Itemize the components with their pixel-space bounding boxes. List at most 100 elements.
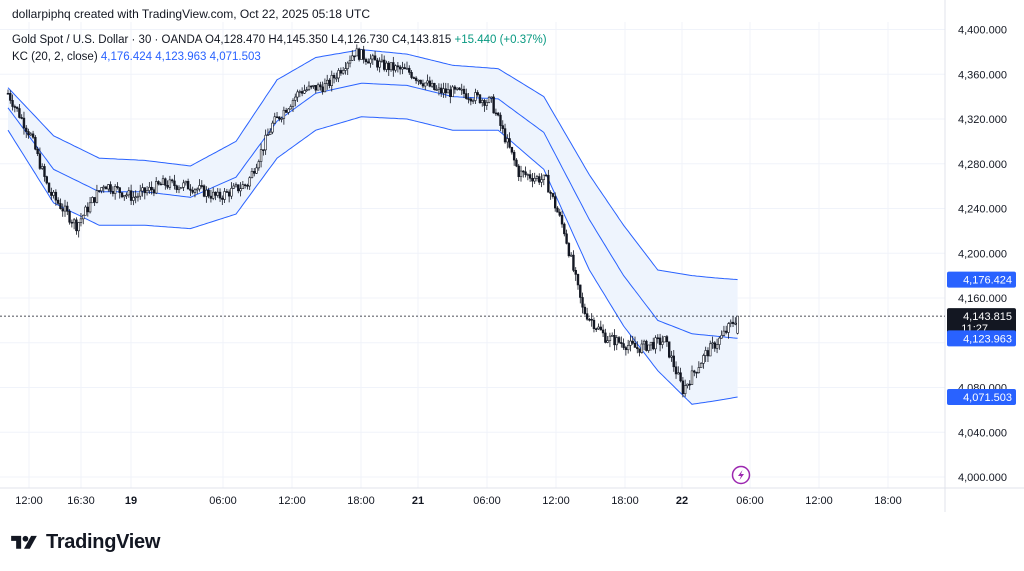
candle <box>321 81 324 95</box>
candle <box>667 341 671 359</box>
candle <box>355 44 359 57</box>
candle <box>376 57 379 71</box>
candle <box>54 189 58 206</box>
candle <box>424 82 427 91</box>
candle <box>649 341 653 351</box>
candle <box>382 55 386 72</box>
candle <box>357 47 361 62</box>
candle <box>567 241 571 258</box>
candle <box>677 366 680 375</box>
candle <box>91 196 94 204</box>
candle <box>266 128 270 136</box>
candle <box>426 74 429 86</box>
tradingview-logo[interactable]: TradingView <box>8 531 160 554</box>
candle <box>665 334 669 347</box>
candle <box>702 353 705 369</box>
candle <box>237 184 240 194</box>
candle <box>102 184 105 193</box>
candle <box>305 86 308 93</box>
candle <box>150 181 153 195</box>
candle <box>59 198 62 210</box>
candle <box>257 159 260 171</box>
candle <box>29 131 32 137</box>
candle <box>86 202 90 217</box>
candle <box>535 174 539 182</box>
candle <box>576 273 580 290</box>
symbol-title[interactable]: Gold Spot / U.S. Dollar · 30 · OANDA <box>12 34 202 46</box>
candle <box>325 74 329 90</box>
candle <box>107 183 110 192</box>
candle <box>45 175 48 185</box>
candle <box>414 76 418 84</box>
keltner-upper-line <box>7 49 738 281</box>
candle <box>109 181 112 195</box>
keltner-lower-line <box>7 116 738 405</box>
candle <box>339 67 343 76</box>
candle <box>444 82 447 98</box>
candle <box>104 185 108 190</box>
candle <box>111 186 115 197</box>
candle <box>136 192 140 202</box>
chart-legend: Gold Spot / U.S. Dollar · 30 · OANDA O 4,… <box>12 32 547 66</box>
candle <box>184 180 188 186</box>
candle <box>161 175 165 185</box>
candle <box>72 218 76 230</box>
candle <box>351 50 354 62</box>
candle <box>538 173 541 185</box>
candle <box>264 129 267 155</box>
candle <box>693 369 696 377</box>
candle <box>606 336 609 344</box>
change-value: +15.440 (+0.37%) <box>454 34 547 46</box>
candle <box>52 190 55 199</box>
candle <box>316 82 320 91</box>
candle <box>88 196 92 214</box>
candle <box>471 98 475 104</box>
candle <box>120 192 124 199</box>
candle <box>259 143 263 168</box>
candle <box>569 252 573 257</box>
kc-lower-price-label <box>947 389 1016 406</box>
candle <box>704 346 707 362</box>
candle <box>369 54 372 68</box>
candle <box>170 178 174 184</box>
kc-lower-value: 4,071.503 <box>209 51 261 63</box>
candle <box>155 177 158 195</box>
price-tick-label: 4,000.000 <box>958 472 1007 484</box>
price-tick-label: 4,320.000 <box>958 114 1007 126</box>
candle <box>724 325 728 335</box>
candle <box>531 173 534 188</box>
candle <box>177 185 181 194</box>
candle <box>255 163 258 174</box>
candle <box>246 183 249 190</box>
candle <box>6 89 10 95</box>
candle <box>449 85 452 104</box>
candle <box>294 93 297 107</box>
candle <box>487 95 491 104</box>
candle <box>455 87 459 91</box>
candle <box>683 379 687 397</box>
candle <box>125 192 128 199</box>
ohlc-row: Gold Spot / U.S. Dollar · 30 · OANDA O 4,… <box>12 32 547 49</box>
candle <box>585 307 589 321</box>
candle <box>610 332 614 337</box>
time-tick-label: 19 <box>125 495 137 507</box>
candle <box>709 340 712 357</box>
candle <box>9 90 12 104</box>
candle <box>22 111 26 135</box>
indicator-title[interactable]: KC (20, 2, close) <box>12 51 98 63</box>
close-value: 4,143.815 <box>400 34 452 46</box>
candle <box>234 182 238 188</box>
kc-middle-value: 4,123.963 <box>155 51 207 63</box>
candle <box>123 195 126 201</box>
candle <box>453 85 457 94</box>
candle <box>556 206 559 213</box>
candle <box>239 182 242 197</box>
lightning-icon[interactable] <box>731 465 751 485</box>
candle <box>592 317 596 333</box>
candle <box>50 187 53 200</box>
brand-name: TradingView <box>46 531 161 553</box>
open-label: O <box>205 34 214 46</box>
candle <box>681 376 685 398</box>
candle <box>526 173 530 181</box>
